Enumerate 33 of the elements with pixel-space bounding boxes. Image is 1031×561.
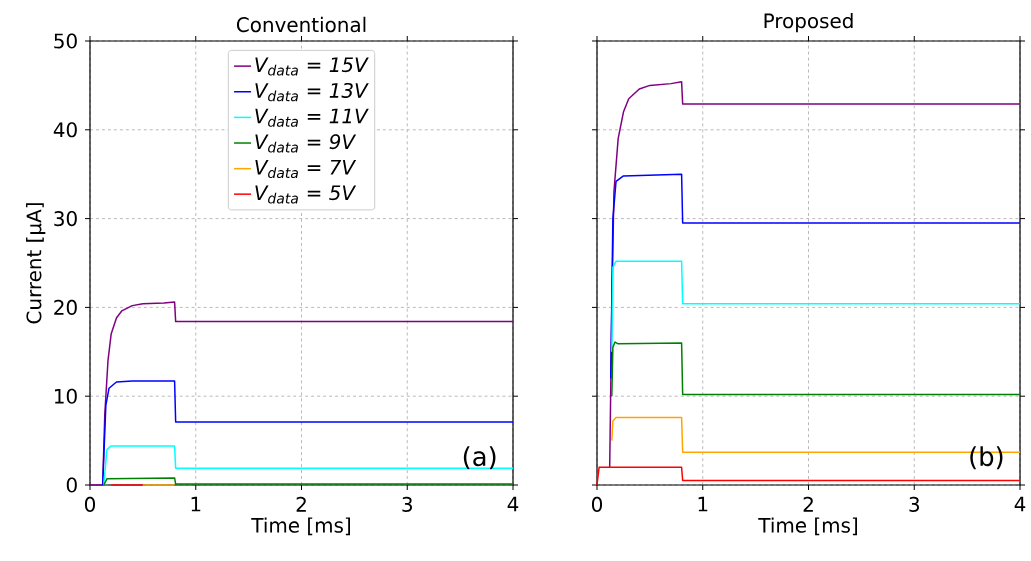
x-tick-label: 2 xyxy=(296,496,306,512)
legend-label: V$_{data}$ = 15V xyxy=(255,57,369,76)
y-tick-label: 30 xyxy=(54,211,77,227)
legend-label: V$_{data}$ = 13V xyxy=(255,82,369,102)
annotation: (a) xyxy=(463,446,496,470)
y-tick-label: 0 xyxy=(66,477,77,493)
x-tick-label: 3 xyxy=(909,496,919,512)
x-axis-title: Time [ms] xyxy=(251,517,350,536)
y-tick-label: 40 xyxy=(53,122,77,138)
line-series xyxy=(101,380,514,486)
line-series xyxy=(89,301,514,486)
x-tick-label: 1 xyxy=(191,496,201,512)
legend-label: V$_{data}$ = 7V xyxy=(255,159,357,179)
line-series xyxy=(103,445,514,486)
legend-label: V$_{data}$ = 11V xyxy=(255,108,369,127)
line-series xyxy=(103,477,514,486)
x-tick-label: 4 xyxy=(507,496,519,512)
x-tick-label: 4 xyxy=(1014,496,1026,512)
x-tick-label: 2 xyxy=(803,496,813,512)
x-axis-title: Time [ms] xyxy=(758,517,858,536)
y-tick-label: 50 xyxy=(54,33,77,49)
x-tick-label: 0 xyxy=(84,496,96,512)
chart-title: Proposed xyxy=(764,12,853,33)
annotation: (b) xyxy=(970,446,1003,470)
chart-title: Conventional xyxy=(236,16,366,33)
x-tick-label: 0 xyxy=(591,496,603,512)
y-tick-label: 10 xyxy=(54,388,77,404)
y-tick-label: 20 xyxy=(54,299,77,315)
x-tick-label: 1 xyxy=(698,496,708,512)
legend-label: V$_{data}$ = 5V xyxy=(255,185,357,204)
y-axis-title: Current [μA] xyxy=(26,203,46,324)
legend-label: V$_{data}$ = 9V xyxy=(255,134,357,153)
x-tick-label: 3 xyxy=(402,496,412,512)
